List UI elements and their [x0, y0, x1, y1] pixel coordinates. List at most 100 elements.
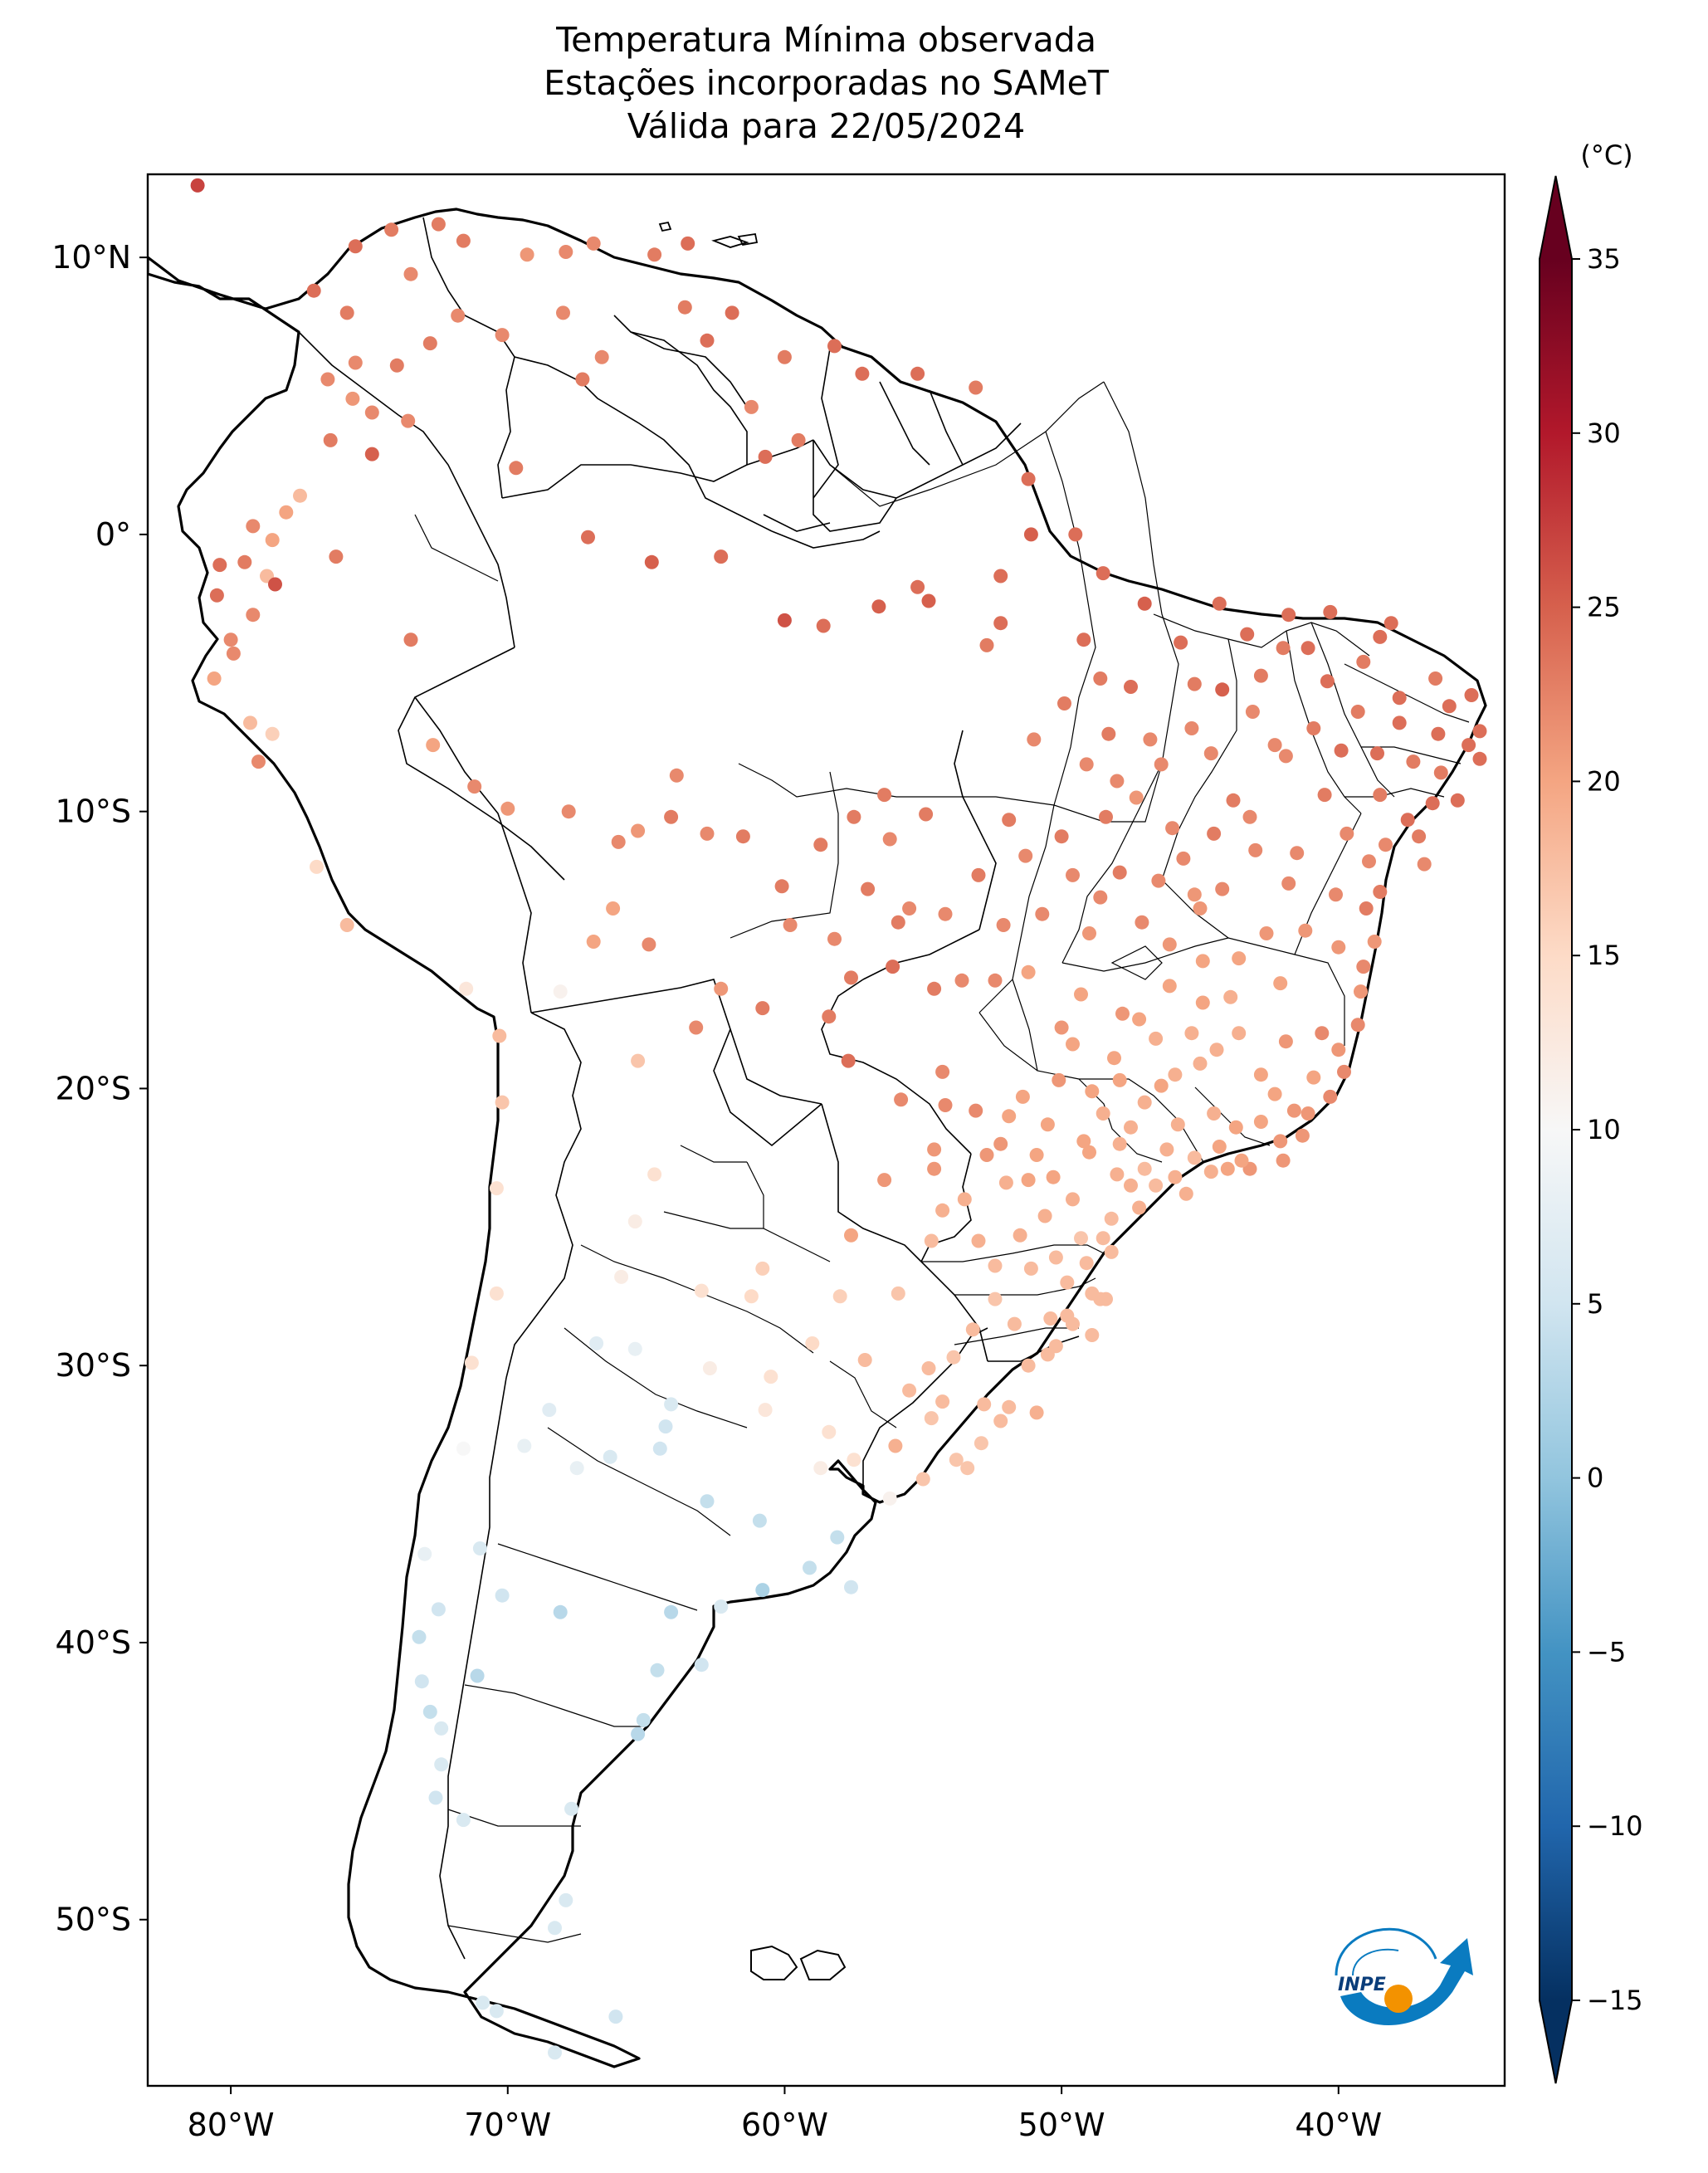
map-title-line-2: Estações incorporadas no SAMeT	[544, 63, 1109, 103]
station-point	[777, 613, 792, 627]
station-point	[1110, 774, 1125, 789]
station-point	[1018, 848, 1033, 863]
station-point	[700, 1494, 715, 1509]
station-point	[1168, 1067, 1183, 1082]
station-point	[1096, 566, 1110, 581]
station-point	[1184, 1026, 1199, 1041]
station-point	[320, 372, 335, 387]
station-point	[489, 1181, 504, 1196]
station-point	[816, 618, 831, 633]
station-point	[1462, 738, 1476, 753]
station-point	[1320, 674, 1335, 689]
station-point	[977, 1397, 992, 1412]
station-point	[1273, 976, 1288, 991]
station-point	[927, 1161, 942, 1176]
station-point	[1187, 1150, 1202, 1165]
station-point	[310, 859, 324, 874]
station-point	[293, 488, 307, 503]
station-point	[677, 300, 692, 315]
colorbar-unit-label: (°C)	[1580, 139, 1632, 171]
station-point	[744, 1289, 759, 1304]
station-point	[1228, 1120, 1243, 1135]
station-point	[1267, 738, 1282, 753]
station-point	[1337, 1064, 1351, 1079]
station-point	[915, 1472, 930, 1487]
station-point	[803, 1560, 817, 1575]
station-point	[1037, 1209, 1052, 1223]
station-point	[1306, 721, 1321, 735]
station-point	[467, 779, 482, 794]
station-point	[209, 588, 224, 603]
station-point	[1074, 987, 1088, 1002]
temperature-stations-layer	[190, 178, 1487, 2060]
lon-tick-label: 70°W	[464, 2107, 551, 2143]
station-point	[1433, 765, 1448, 780]
station-point	[935, 1203, 950, 1218]
station-point	[960, 1461, 975, 1476]
station-point	[1392, 691, 1407, 706]
station-point	[1015, 1089, 1030, 1104]
station-point	[1367, 935, 1382, 949]
station-point	[553, 984, 568, 999]
station-point	[1112, 1136, 1127, 1151]
station-point	[1023, 527, 1038, 542]
station-point	[1124, 1178, 1138, 1193]
station-point	[1298, 923, 1313, 938]
station-point	[1209, 1043, 1224, 1057]
lon-tick-label: 60°W	[741, 2107, 828, 2143]
station-point	[1290, 846, 1305, 861]
station-point	[1278, 749, 1293, 764]
station-point	[841, 1053, 856, 1068]
station-point	[1428, 671, 1443, 686]
station-point	[882, 1491, 897, 1506]
station-point	[1021, 1173, 1036, 1188]
station-point	[561, 804, 576, 819]
station-point	[268, 577, 282, 592]
station-point	[1154, 757, 1169, 772]
station-point	[212, 558, 227, 573]
station-point	[979, 637, 994, 652]
station-point	[464, 1355, 479, 1370]
station-point	[246, 608, 261, 623]
station-point	[492, 1028, 507, 1043]
colorbar-tick-label: 25	[1587, 592, 1621, 623]
station-point	[888, 1438, 903, 1453]
station-point	[1203, 1165, 1218, 1179]
station-point	[725, 305, 739, 320]
logo-swoosh-arrow	[1340, 1938, 1473, 2025]
station-point	[251, 754, 266, 769]
station-point	[935, 1394, 950, 1409]
caribbean-islands	[658, 221, 759, 248]
station-point	[1370, 746, 1384, 761]
country-borders	[298, 217, 1080, 1960]
station-point	[434, 1721, 449, 1736]
lat-tick-label: 20°S	[56, 1070, 131, 1106]
station-point	[495, 1588, 510, 1603]
station-point	[581, 530, 595, 544]
station-point	[774, 879, 789, 894]
station-point	[1242, 809, 1257, 824]
station-point	[1392, 715, 1407, 730]
station-point	[764, 1370, 778, 1384]
station-point	[1334, 743, 1349, 758]
station-point	[589, 1336, 604, 1350]
logo-orbit-arc	[1335, 1927, 1437, 1976]
station-point	[611, 834, 626, 849]
station-point	[993, 1414, 1008, 1428]
station-point	[1040, 1117, 1055, 1132]
station-point	[1278, 1034, 1293, 1049]
station-point	[1076, 1134, 1091, 1149]
station-point	[910, 366, 925, 381]
logo-orange-dot	[1384, 1985, 1413, 2013]
station-point	[744, 399, 759, 414]
station-point	[1442, 699, 1457, 714]
station-point	[935, 1064, 950, 1079]
station-point	[882, 832, 897, 847]
station-point	[664, 1604, 679, 1619]
station-point	[871, 599, 886, 614]
colorbar-tick-label: −15	[1587, 1985, 1643, 2016]
station-point	[323, 432, 338, 447]
station-point	[1248, 842, 1263, 857]
station-point	[1276, 641, 1291, 656]
station-point	[594, 349, 609, 364]
